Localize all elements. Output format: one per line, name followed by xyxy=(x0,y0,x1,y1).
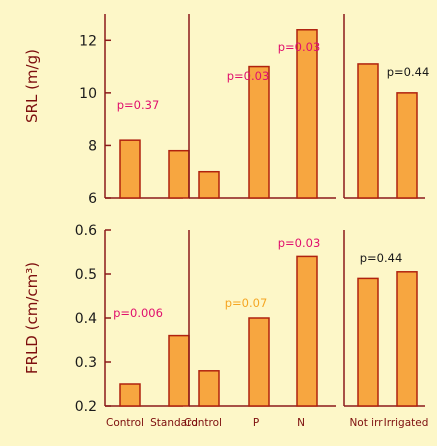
y-tick-label: 0.3 xyxy=(75,355,97,371)
chart-panel-5: Control P Np=0.07 p=0.03 xyxy=(184,230,336,429)
p-value-label: p=0.03 xyxy=(227,69,270,83)
bar xyxy=(357,63,379,199)
y-tick-label: 12 xyxy=(79,33,97,49)
bar xyxy=(357,277,379,407)
bar xyxy=(296,29,318,199)
bar xyxy=(248,317,270,407)
category-label: Control xyxy=(184,417,222,429)
p-value-label: p=0.44 xyxy=(387,65,430,79)
chart-panel-6: Not irr Irrigated p=0.44 xyxy=(343,230,429,429)
y-tick-label: 8 xyxy=(88,138,97,154)
y-tick-label: 0.4 xyxy=(75,311,97,327)
category-label: N xyxy=(297,417,305,429)
bar xyxy=(168,334,190,407)
bar xyxy=(248,65,270,199)
p-value-label: p=0.006 xyxy=(113,306,163,320)
y-axis-title: SRL (m/g) xyxy=(23,49,41,123)
p-value-label: p=0.07 xyxy=(225,296,268,310)
bar xyxy=(296,255,318,407)
category-label: Not irr xyxy=(349,417,383,429)
bar xyxy=(168,149,190,199)
y-tick-label: 0.5 xyxy=(75,267,97,283)
bar xyxy=(396,271,418,407)
y-tick-label: 0.6 xyxy=(75,223,97,239)
y-axis-title: FRLD (cm/cm³) xyxy=(23,262,41,374)
y-tick-label: 6 xyxy=(88,191,97,207)
chart-panel-4: 0.2 0.3 0.4 0.5 0.6 FRLD (cm/cm³) Control Stand… xyxy=(23,223,198,429)
p-value-label: p=0.44 xyxy=(360,251,403,265)
p-value-label: p=0.03 xyxy=(278,40,321,54)
category-label: P xyxy=(253,417,259,429)
category-label: Irrigated xyxy=(384,417,429,429)
p-value-label: p=0.03 xyxy=(278,236,321,250)
category-label: Standard xyxy=(150,417,198,429)
p-value-label: p=0.37 xyxy=(117,98,160,112)
bar xyxy=(119,139,141,199)
bar xyxy=(198,370,220,407)
bar xyxy=(198,170,220,199)
chart-panel-3: p=0.44 xyxy=(343,14,430,199)
bar xyxy=(119,383,141,407)
chart-panel-2: p=0.03 p=0.03 xyxy=(188,14,336,199)
bar xyxy=(396,92,418,199)
chart-panel-1: 6 8 10 12 SRL (m/g) p=0.37 xyxy=(23,14,190,207)
y-tick-label: 10 xyxy=(79,86,97,102)
y-tick-label: 0.2 xyxy=(75,399,97,415)
category-label: Control xyxy=(106,417,144,429)
